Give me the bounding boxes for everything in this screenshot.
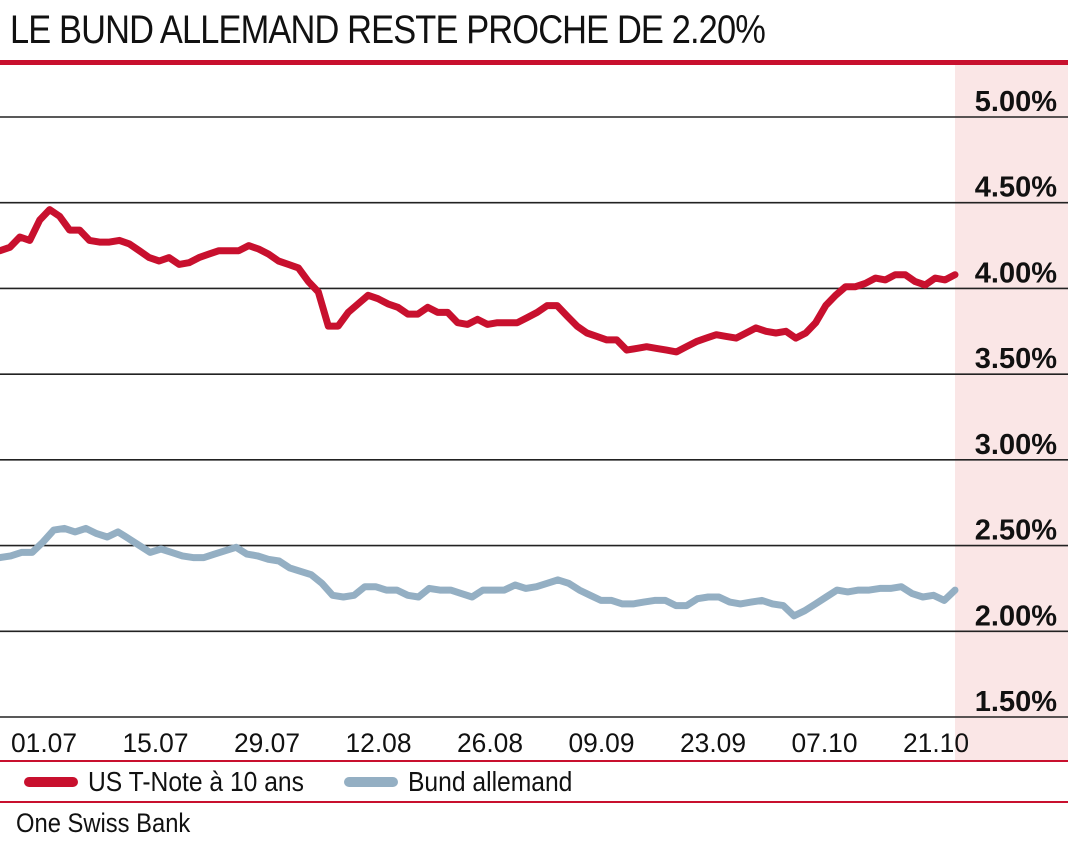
legend: US T-Note à 10 ans Bund allemand (0, 760, 1068, 802)
source-label: One Swiss Bank (16, 808, 191, 838)
y-tick-label: 3.00% (975, 429, 1057, 461)
legend-item-bund: Bund allemand (344, 766, 595, 798)
x-tick-label: 01.07 (11, 728, 77, 758)
x-tick-label: 09.09 (569, 728, 635, 758)
legend-label-bund: Bund allemand (408, 766, 573, 797)
legend-top-rule (0, 760, 1068, 762)
y-axis-panel (955, 65, 1068, 760)
series-line-bund (0, 524, 959, 620)
y-tick-label: 2.50% (975, 515, 1057, 547)
y-tick-label: 1.50% (975, 686, 1057, 718)
x-tick-label: 21.10 (903, 728, 969, 758)
x-tick-label: 15.07 (123, 728, 189, 758)
legend-swatch-us-tnote (24, 777, 78, 787)
legend-swatch-bund (344, 777, 398, 787)
x-tick-label: 12.08 (346, 728, 412, 758)
y-tick-label: 3.50% (975, 343, 1057, 375)
y-tick-label: 2.00% (975, 600, 1057, 632)
chart-title: LE BUND ALLEMAND RESTE PROCHE DE 2.20% (10, 8, 766, 52)
x-tick-label: 26.08 (457, 728, 523, 758)
legend-item-us-tnote: US T-Note à 10 ans (24, 766, 333, 798)
line-chart: 5.00% 4.50% 4.00% 3.50% 3.00% 2.50% 2.00% 1.50%… (0, 65, 1068, 760)
legend-label-us-tnote: US T-Note à 10 ans (88, 766, 304, 797)
series-line-us-tnote (0, 206, 959, 356)
title-rule (0, 60, 1068, 65)
y-tick-label: 5.00% (975, 86, 1057, 118)
x-tick-label: 29.07 (234, 728, 300, 758)
y-tick-label: 4.50% (975, 172, 1057, 204)
x-tick-label: 23.09 (680, 728, 746, 758)
y-tick-label: 4.00% (975, 257, 1057, 289)
x-tick-label: 07.10 (792, 728, 858, 758)
legend-bottom-rule (0, 801, 1068, 803)
